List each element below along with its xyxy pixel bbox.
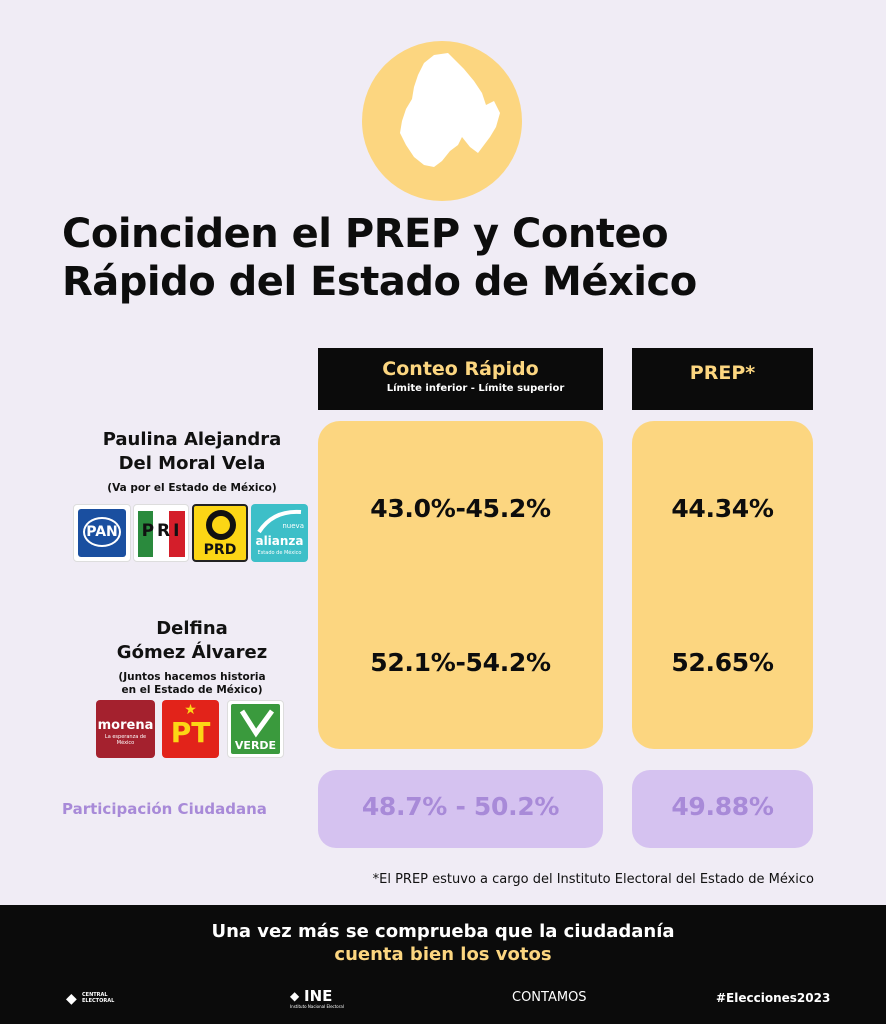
alianza-swoosh-icon [257, 509, 302, 534]
pan-logo: PAN [73, 504, 131, 562]
title-line-2: Rápido del Estado de México [62, 259, 697, 305]
ine-logo-sub: Instituto Nacional Electoral [290, 1004, 344, 1009]
central-electoral-icon: ◆ [66, 991, 77, 1007]
header-conteo-title: Conteo Rápido [382, 358, 539, 380]
participation-conteo-box: 48.7% - 50.2% [318, 770, 603, 848]
candidate-2-conteo-value: 52.1%-54.2% [370, 648, 551, 677]
ine-logo-text: INE [304, 987, 333, 1005]
morena-logo-sub: La esperanza de México [104, 734, 147, 746]
footer-message-line-2: cuenta bien los votos [334, 944, 552, 965]
title-line-1: Coinciden el PREP y Conteo [62, 211, 669, 257]
candidate-1-coalition: (Va por el Estado de México) [107, 482, 277, 494]
contamos-logo: CONTAMOS [512, 990, 587, 1005]
ine-icon: ◆ [290, 989, 300, 1003]
morena-logo-text: morena [97, 718, 154, 733]
prep-results-box [632, 421, 813, 749]
candidate-1-name-line-2: Del Moral Vela [118, 453, 266, 474]
pt-star-icon: ★ [184, 702, 197, 718]
central-electoral-logo: ◆ CENTRAL ELECTORAL [66, 989, 116, 1009]
candidate-1-prep-value: 44.34% [671, 494, 774, 523]
nueva-alianza-sub: Estado de México [257, 550, 302, 556]
conteo-rapido-results-box [318, 421, 603, 749]
verde-logo: VERDE [227, 700, 284, 758]
participation-conteo-value: 48.7% - 50.2% [361, 792, 560, 821]
central-electoral-text: CENTRAL ELECTORAL [82, 992, 115, 1004]
candidate-2-coalition-line-1: (Juntos hacemos historia [118, 671, 266, 683]
candidate-2-name-line-1: Delfina [156, 618, 228, 639]
pri-logo-text: PRI [141, 521, 183, 541]
pt-logo-text: PT [170, 716, 211, 749]
estado-de-mexico-map-icon [400, 53, 500, 167]
candidate-2-name-line-2: Gómez Álvarez [116, 642, 268, 663]
header-conteo-rapido: Conteo Rápido Límite inferior - Límite s… [318, 348, 603, 410]
participation-label: Participación Ciudadana [62, 800, 267, 818]
candidate-2-coalition-line-2: en el Estado de México) [121, 684, 263, 696]
header-prep-title: PREP* [689, 362, 756, 384]
header-prep: PREP* [632, 348, 813, 410]
nueva-alianza-small-text: nueva [282, 522, 304, 530]
nueva-alianza-logo: nueva alianza Estado de México [251, 504, 308, 562]
candidate-1-info: Paulina Alejandra Del Moral Vela (Va por… [62, 428, 322, 495]
pri-logo: PRI [133, 504, 189, 562]
candidate-2-prep-value: 52.65% [671, 648, 774, 677]
footer-message-line-1: Una vez más se comprueba que la ciudadan… [211, 921, 675, 942]
footer-banner: Una vez más se comprueba que la ciudadan… [0, 905, 886, 1024]
prd-logo: PRD [192, 504, 248, 562]
candidate-1-conteo-value: 43.0%-45.2% [370, 494, 551, 523]
prd-logo-text: PRD [203, 542, 237, 558]
footnote: *El PREP estuvo a cargo del Instituto El… [372, 872, 814, 887]
participation-prep-value: 49.88% [671, 792, 774, 821]
footer-logos: ◆ CENTRAL ELECTORAL ◆ INE Instituto Naci… [0, 987, 886, 1011]
candidate-1-name-line-1: Paulina Alejandra [102, 429, 282, 450]
state-map-badge [362, 41, 522, 201]
page-title: Coinciden el PREP y Conteo Rápido del Es… [62, 210, 842, 306]
nueva-alianza-text: alianza [255, 534, 304, 548]
pan-logo-text: PAN [86, 524, 118, 540]
morena-logo: morena La esperanza de México [96, 700, 155, 758]
participation-prep-box: 49.88% [632, 770, 813, 848]
ine-logo: ◆ INE Instituto Nacional Electoral [290, 987, 354, 1009]
pt-logo: ★ PT [162, 700, 219, 758]
hashtag-elecciones: #Elecciones2023 [716, 991, 831, 1005]
header-conteo-subtitle: Límite inferior - Límite superior [386, 383, 565, 394]
verde-toucan-icon [239, 709, 275, 738]
verde-logo-text: VERDE [234, 739, 277, 752]
candidate-2-info: Delfina Gómez Álvarez (Juntos hacemos hi… [62, 617, 322, 697]
